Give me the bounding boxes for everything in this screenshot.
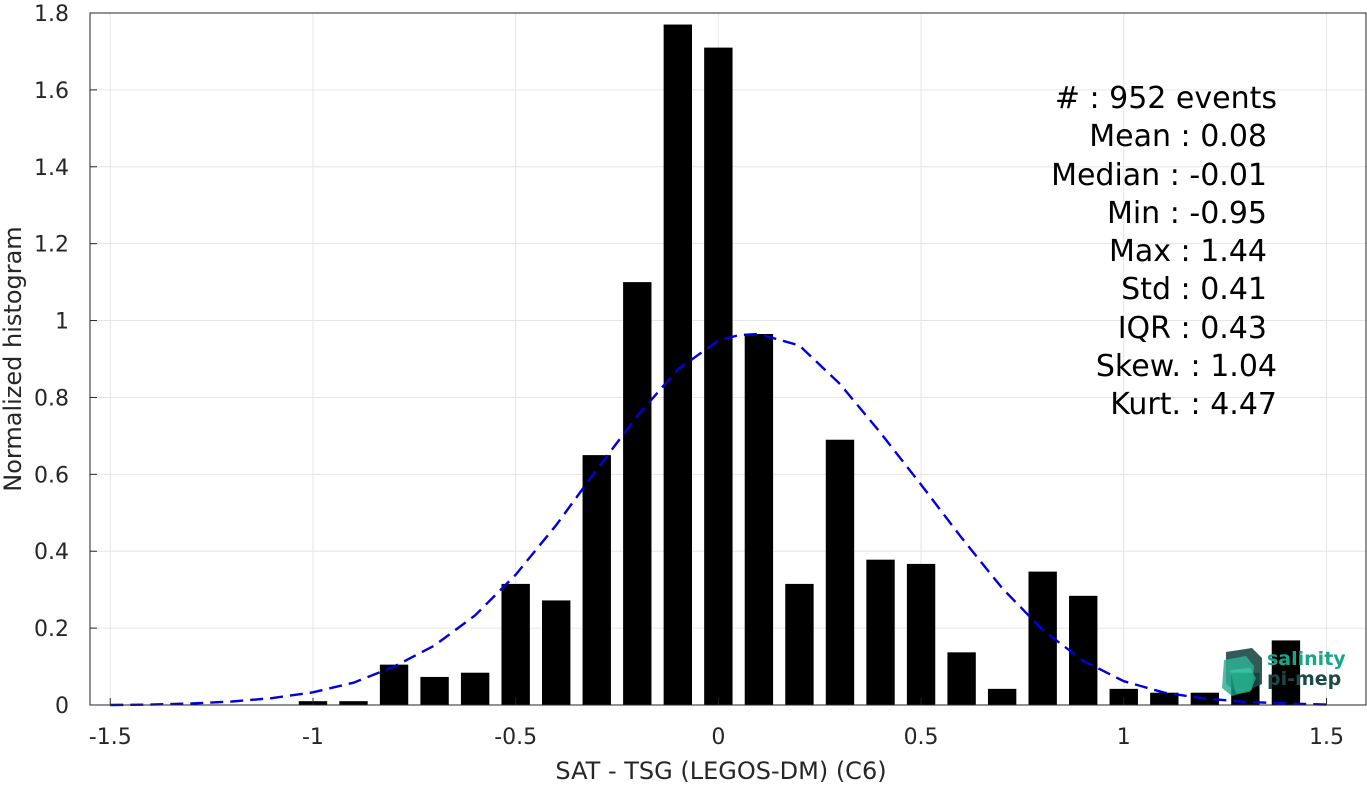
bar-6 <box>542 600 571 705</box>
stats-mean: Mean : 0.08 <box>1089 119 1267 154</box>
bar-14 <box>866 559 895 705</box>
salinity-pi-mep-logo: salinity pi-mep <box>1222 648 1346 696</box>
bar-15 <box>906 563 936 705</box>
y-tick-label-4: 0.8 <box>34 386 69 411</box>
y-tick-label-0: 0 <box>55 694 69 719</box>
y-tick-label-9: 1.8 <box>34 2 69 27</box>
x-tick-label-2: -0.5 <box>494 725 537 750</box>
bar-8 <box>623 282 652 705</box>
stats-iqr: IQR : 0.43 <box>1118 311 1267 346</box>
stats-std: Std : 0.41 <box>1121 272 1267 307</box>
stats-count: # : 952 events <box>1055 81 1277 116</box>
y-axis-title: Normalized histogram <box>0 226 27 491</box>
bar-9 <box>663 24 693 706</box>
bar-24 <box>1271 640 1301 705</box>
logo-line-1: salinity <box>1267 648 1346 670</box>
x-axis-title: SAT - TSG (LEGOS-DM) (C6) <box>555 757 886 785</box>
x-tick-label-3: 0 <box>711 725 725 750</box>
bar-4 <box>460 672 490 705</box>
stats-skew: Skew. : 1.04 <box>1096 349 1277 384</box>
bar-16 <box>947 652 976 705</box>
bars <box>298 24 1301 706</box>
bar-2 <box>379 664 409 705</box>
y-axis: 0 0.2 0.4 0.6 0.8 1 1.2 1.4 1.6 1.8 <box>34 2 97 719</box>
stats-min: Min : -0.95 <box>1107 196 1267 231</box>
bar-11 <box>744 334 774 705</box>
bar-17 <box>987 688 1017 705</box>
stats-kurt: Kurt. : 4.47 <box>1110 387 1277 422</box>
bar-3 <box>420 676 449 705</box>
bar-20 <box>1109 688 1138 705</box>
logo-line-2: pi-mep <box>1267 668 1341 690</box>
y-tick-label-5: 1 <box>55 310 69 335</box>
x-tick-label-1: -1 <box>302 725 324 750</box>
bar-13 <box>825 439 855 705</box>
y-tick-label-6: 1.2 <box>34 233 69 258</box>
bar-1 <box>339 701 368 705</box>
bar-21 <box>1150 692 1179 705</box>
x-tick-label-6: 1.5 <box>1309 725 1344 750</box>
y-tick-label-8: 1.6 <box>34 79 69 104</box>
bar-7 <box>582 455 611 705</box>
y-tick-label-7: 1.4 <box>34 156 69 181</box>
bar-19 <box>1069 595 1098 705</box>
logo-mark-icon <box>1222 648 1262 696</box>
bar-5 <box>501 583 530 705</box>
x-tick-label-4: 0.5 <box>904 725 939 750</box>
stats-annotation: # : 952 events Mean : 0.08 Median : -0.0… <box>1051 81 1277 422</box>
bar-10 <box>704 47 733 706</box>
bar-12 <box>785 583 814 705</box>
x-axis: -1.5 -1 -0.5 0 0.5 1 1.5 <box>89 698 1344 750</box>
y-tick-label-1: 0.2 <box>34 617 69 642</box>
normal-fit-curve <box>110 332 1327 707</box>
y-tick-label-3: 0.6 <box>34 463 69 488</box>
stats-max: Max : 1.44 <box>1109 234 1267 269</box>
stats-median: Median : -0.01 <box>1051 158 1267 193</box>
y-tick-label-2: 0.4 <box>34 540 69 565</box>
x-tick-label-0: -1.5 <box>89 725 132 750</box>
x-tick-label-5: 1 <box>1117 725 1131 750</box>
plot-frame <box>89 12 1367 706</box>
